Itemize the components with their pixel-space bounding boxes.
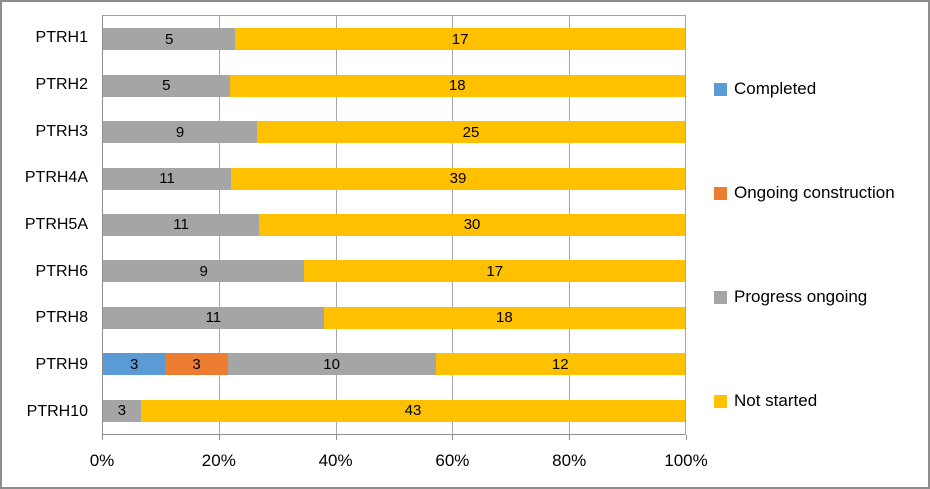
data-label: 11 xyxy=(205,309,222,327)
axis-tick xyxy=(335,435,337,440)
data-label: 30 xyxy=(463,216,481,234)
data-label: 3 xyxy=(192,355,201,373)
bar-stack: 5 17 xyxy=(103,28,685,51)
data-label: 12 xyxy=(551,355,569,373)
bar-segment-not-started[interactable]: 43 xyxy=(140,399,685,422)
data-label: 9 xyxy=(175,123,185,141)
bar-row: 5 18 xyxy=(103,62,685,108)
bar-segment-not-started[interactable]: 18 xyxy=(323,306,685,329)
bar-segment-not-started[interactable]: 17 xyxy=(235,28,685,51)
data-label: 18 xyxy=(496,309,513,327)
legend-label: Completed xyxy=(734,79,817,98)
category-label: PTRH9 xyxy=(35,356,88,374)
category-label: PTRH6 xyxy=(35,262,88,280)
legend-marker-icon xyxy=(714,186,727,200)
x-axis-label: 40% xyxy=(318,451,353,470)
x-axis-label: 20% xyxy=(201,451,236,470)
data-label: 5 xyxy=(164,30,174,48)
bar-segment-ongoing-construction[interactable]: 3 xyxy=(165,353,228,376)
data-label: 25 xyxy=(462,123,480,141)
x-axis-label: 0% xyxy=(89,451,115,470)
axis-tick xyxy=(102,435,103,440)
data-label: 9 xyxy=(199,262,208,280)
legend-label: Not started xyxy=(734,391,818,410)
x-axis-label: 60% xyxy=(435,451,470,470)
x-axis-label: 80% xyxy=(552,451,587,470)
category-label: PTRH3 xyxy=(35,122,88,140)
bar-segment-progress-ongoing[interactable]: 10 xyxy=(227,353,436,376)
bar-row: 3 3 10 12 xyxy=(103,341,685,387)
bar-segment-progress-ongoing[interactable]: 5 xyxy=(103,28,236,51)
value-axis: 0% 20% 40% 60% 80% 100% xyxy=(90,435,708,485)
bar-segment-not-started[interactable]: 25 xyxy=(257,121,685,144)
axis-tick xyxy=(452,435,454,440)
legend-marker-icon xyxy=(714,290,727,304)
category-label: PTRH10 xyxy=(26,402,88,420)
bar-row: 11 39 xyxy=(103,155,685,201)
bar-segment-not-started[interactable]: 18 xyxy=(229,74,685,97)
legend-item-completed[interactable]: Completed xyxy=(714,79,895,99)
legend-marker-icon xyxy=(714,82,727,96)
plot-area: 5 17 5 18 9 25 11 39 11 30 9 17 11 18 3 3 10 12 3 43 xyxy=(102,15,686,435)
legend-marker-icon xyxy=(714,394,727,408)
bar-rows: 5 17 5 18 9 25 11 39 11 30 9 17 11 18 3 3 10 12 3 43 xyxy=(103,16,685,434)
data-label: 5 xyxy=(162,77,171,95)
legend-item-not-started[interactable]: Not started xyxy=(714,391,895,411)
bar-row: 5 17 xyxy=(103,16,685,62)
data-label: 17 xyxy=(486,262,504,280)
category-label: PTRH4A xyxy=(24,169,88,187)
category-label: PTRH2 xyxy=(35,76,88,93)
bar-row: 11 18 xyxy=(103,295,685,341)
bar-segment-completed[interactable]: 3 xyxy=(103,353,166,376)
legend-label: Ongoing construction xyxy=(734,183,895,202)
bar-row: 11 30 xyxy=(103,202,685,248)
data-label: 10 xyxy=(323,355,340,373)
bar-segment-progress-ongoing[interactable]: 11 xyxy=(103,167,232,190)
bar-segment-progress-ongoing[interactable]: 3 xyxy=(103,399,141,422)
axis-tick xyxy=(569,435,571,440)
data-label: 3 xyxy=(117,402,127,420)
data-label: 11 xyxy=(159,170,175,188)
axis-tick xyxy=(686,435,687,440)
x-axis-label: 100% xyxy=(664,451,708,470)
category-axis: PTRH1 PTRH2 PTRH3 PTRH4A PTRH5A PTRH6 PTRH8 PTR… xyxy=(2,15,95,435)
bar-segment-not-started[interactable]: 12 xyxy=(435,353,685,376)
bar-segment-not-started[interactable]: 17 xyxy=(304,260,685,283)
data-label: 11 xyxy=(173,216,189,234)
bar-segment-progress-ongoing[interactable]: 5 xyxy=(103,74,230,97)
legend-label: Progress ongoing xyxy=(734,287,868,306)
legend: Completed Ongoing construction Progress on… xyxy=(714,79,895,411)
data-label: 39 xyxy=(449,170,467,188)
bar-segment-progress-ongoing[interactable]: 11 xyxy=(103,306,324,329)
bar-stack: 11 18 xyxy=(103,306,685,329)
data-label: 43 xyxy=(404,402,422,420)
legend-item-ongoing-construction[interactable]: Ongoing construction xyxy=(714,183,895,203)
axis-tick xyxy=(218,435,220,440)
bar-row: 3 43 xyxy=(103,388,685,434)
data-label: 17 xyxy=(451,30,469,48)
category-label: PTRH1 xyxy=(35,29,88,47)
category-label: PTRH8 xyxy=(35,309,88,327)
data-label: 3 xyxy=(130,355,139,373)
bar-row: 9 25 xyxy=(103,109,685,155)
bar-stack: 11 39 xyxy=(103,167,685,190)
bar-stack: 3 43 xyxy=(103,399,685,422)
bar-segment-progress-ongoing[interactable]: 11 xyxy=(103,213,260,236)
bar-segment-progress-ongoing[interactable]: 9 xyxy=(103,121,258,144)
bar-stack: 3 3 10 12 xyxy=(103,353,685,376)
category-label: PTRH5A xyxy=(24,216,88,234)
data-label: 18 xyxy=(448,77,466,95)
bar-stack: 9 17 xyxy=(103,260,685,283)
bar-segment-progress-ongoing[interactable]: 9 xyxy=(103,260,305,283)
legend-item-progress-ongoing[interactable]: Progress ongoing xyxy=(714,287,895,307)
bar-stack: 11 30 xyxy=(103,213,685,236)
bar-segment-not-started[interactable]: 39 xyxy=(231,167,685,190)
bar-stack: 5 18 xyxy=(103,74,685,97)
bar-stack: 9 25 xyxy=(103,121,685,144)
bar-row: 9 17 xyxy=(103,248,685,294)
bar-segment-not-started[interactable]: 30 xyxy=(259,213,685,236)
